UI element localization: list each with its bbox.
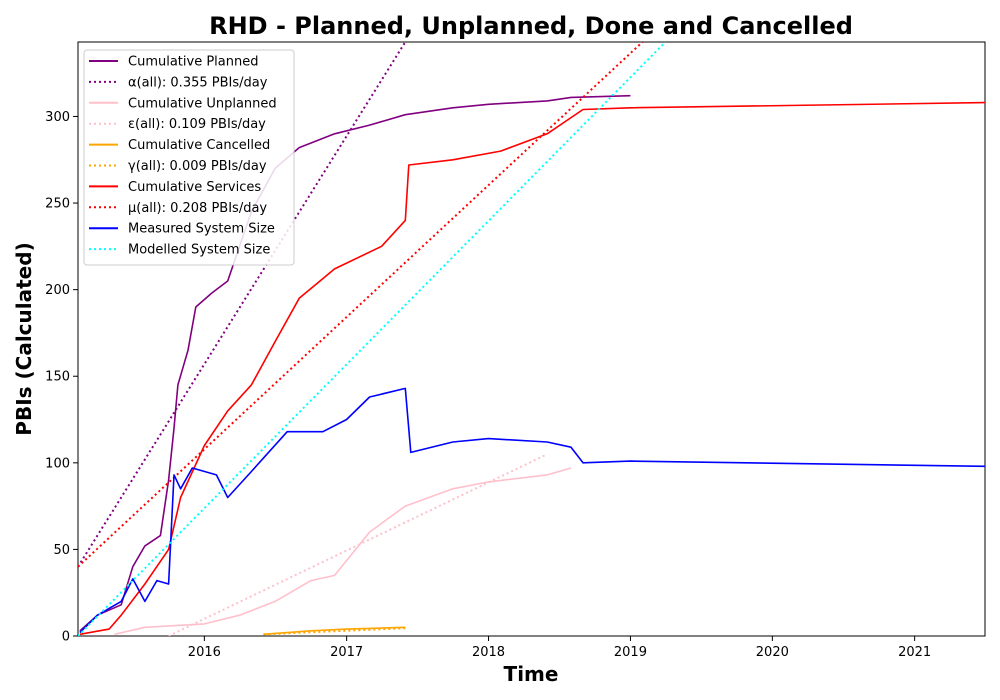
- x-tick-label: 2020: [756, 645, 789, 660]
- legend-label: γ(all): 0.009 PBIs/day: [128, 159, 267, 174]
- legend-label: Measured System Size: [128, 222, 275, 237]
- legend-label: Cumulative Unplanned: [128, 96, 277, 111]
- series-line-6: [263, 627, 406, 636]
- series-line-4: [168, 453, 548, 636]
- plot-area: [77, 41, 986, 637]
- legend-label: Modelled System Size: [128, 243, 270, 258]
- legend-label: ε(all): 0.109 PBIs/day: [128, 117, 266, 132]
- legend-label: Cumulative Cancelled: [128, 138, 270, 153]
- series-line-8: [78, 42, 644, 568]
- y-tick-label: 100: [45, 456, 70, 471]
- series-layer: [78, 42, 985, 636]
- series-line-7: [79, 101, 985, 636]
- x-tick-label: 2018: [472, 645, 505, 660]
- y-axis-label: PBIs (Calculated): [12, 242, 36, 435]
- series-line-9: [79, 387, 985, 634]
- x-tick-label: 2017: [330, 645, 363, 660]
- x-tick-label: 2016: [188, 645, 221, 660]
- legend-label: μ(all): 0.208 PBIs/day: [128, 201, 267, 216]
- legend-label: α(all): 0.355 PBIs/day: [128, 75, 268, 90]
- axis-layer: 2016 2017 2018 2019 2020 2021 0 50 100 150 200 250 3…: [45, 110, 931, 660]
- x-tick-label: 2019: [614, 645, 647, 660]
- legend-label: Cumulative Services: [128, 180, 261, 195]
- series-line-5: [263, 626, 406, 636]
- series-line-10: [78, 42, 667, 636]
- y-tick-label: 200: [45, 283, 70, 298]
- y-tick-label: 150: [45, 370, 70, 385]
- y-tick-label: 50: [53, 543, 70, 558]
- y-tick-label: 300: [45, 110, 70, 125]
- chart-title: RHD - Planned, Unplanned, Done and Cance…: [209, 12, 853, 40]
- series-line-1: [79, 94, 631, 632]
- series-line-2: [78, 42, 407, 568]
- y-tick-label: 250: [45, 197, 70, 212]
- y-tick-label: 0: [62, 630, 70, 645]
- x-axis-label: Time: [504, 662, 559, 686]
- legend-label: Cumulative Planned: [128, 55, 258, 70]
- x-tick-label: 2021: [898, 645, 931, 660]
- legend: Cumulative Planned α(all): 0.355 PBIs/day…: [83, 49, 295, 266]
- legend-box: [83, 49, 295, 266]
